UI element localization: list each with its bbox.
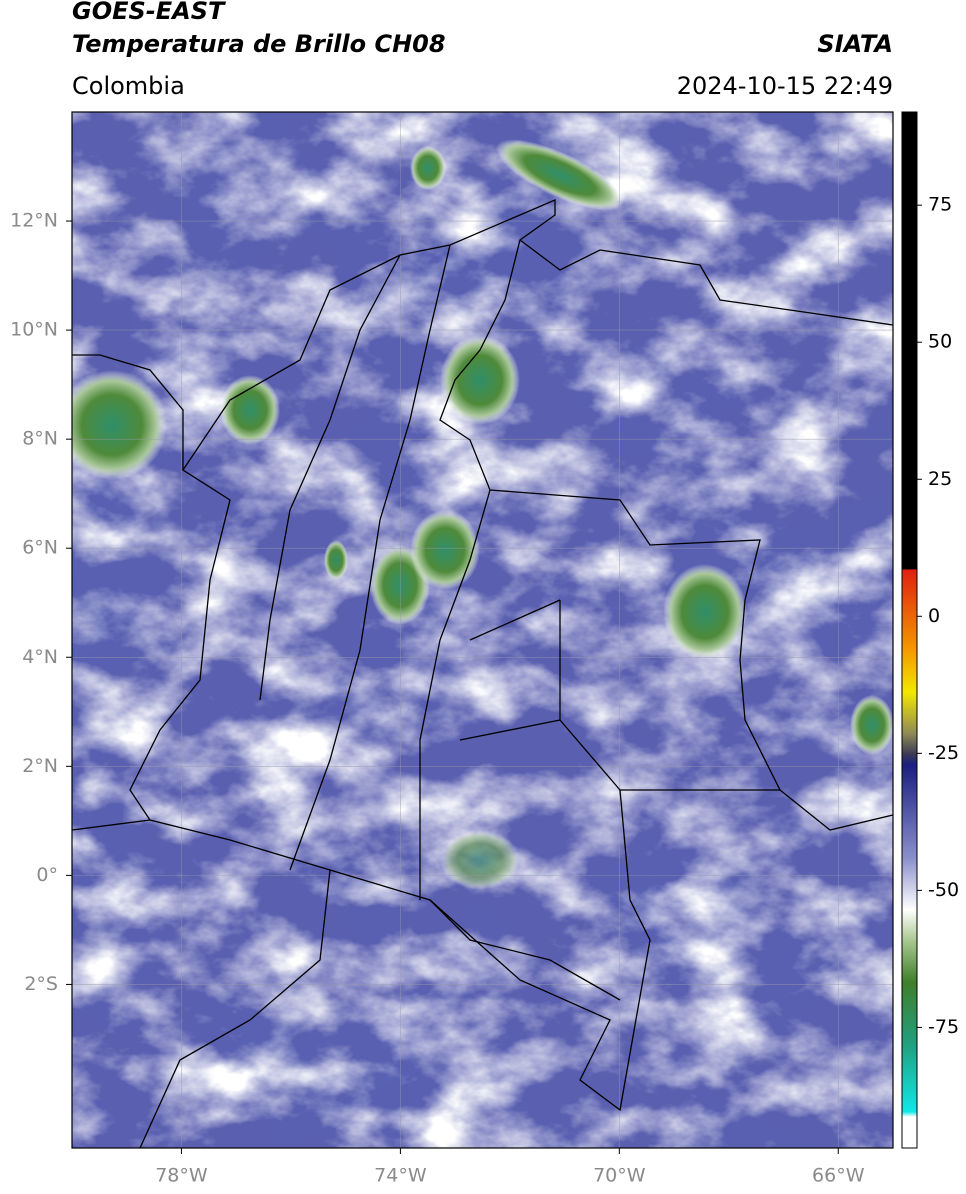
grid — [72, 112, 893, 1148]
x-tick-label: 66°W — [812, 1165, 865, 1187]
cloud-layer — [72, 112, 893, 1148]
colorbar-tick-label: 25 — [928, 468, 952, 490]
y-tick-label: 2°N — [22, 755, 58, 777]
y-tick-label: 0° — [36, 864, 58, 886]
storm-cells — [72, 139, 893, 890]
y-tick-label: 4°N — [22, 646, 58, 668]
colorbar-tick-label: -25 — [928, 742, 959, 764]
y-tick-label: 2°S — [24, 973, 58, 995]
y-tick-label: 6°N — [22, 537, 58, 559]
y-tick-label: 12°N — [10, 210, 58, 232]
colorbar-tick-label: -75 — [928, 1016, 959, 1038]
datetime: 2024-10-15 22:49 — [677, 72, 893, 100]
y-tick-label: 8°N — [22, 428, 58, 450]
colorbar-tick-label: -50 — [928, 879, 959, 901]
colorbar — [901, 111, 918, 1149]
map-frame — [71, 111, 894, 1149]
colorbar-tick-label: 50 — [928, 331, 952, 353]
title: GOES-EAST — [72, 0, 226, 25]
title: Temperatura de Brillo CH08 — [72, 30, 446, 58]
colorbar-tick-label: 0 — [928, 605, 940, 627]
x-tick-label: 70°W — [593, 1165, 646, 1187]
x-tick-label: 78°W — [155, 1165, 208, 1187]
colorbar-tick-label: 75 — [928, 194, 952, 216]
source: SIATA — [817, 30, 893, 58]
borders — [72, 199, 893, 1148]
region: Colombia — [72, 72, 185, 100]
y-tick-label: 10°N — [10, 319, 58, 341]
satellite-image — [72, 112, 893, 1148]
x-tick-label: 74°W — [374, 1165, 427, 1187]
